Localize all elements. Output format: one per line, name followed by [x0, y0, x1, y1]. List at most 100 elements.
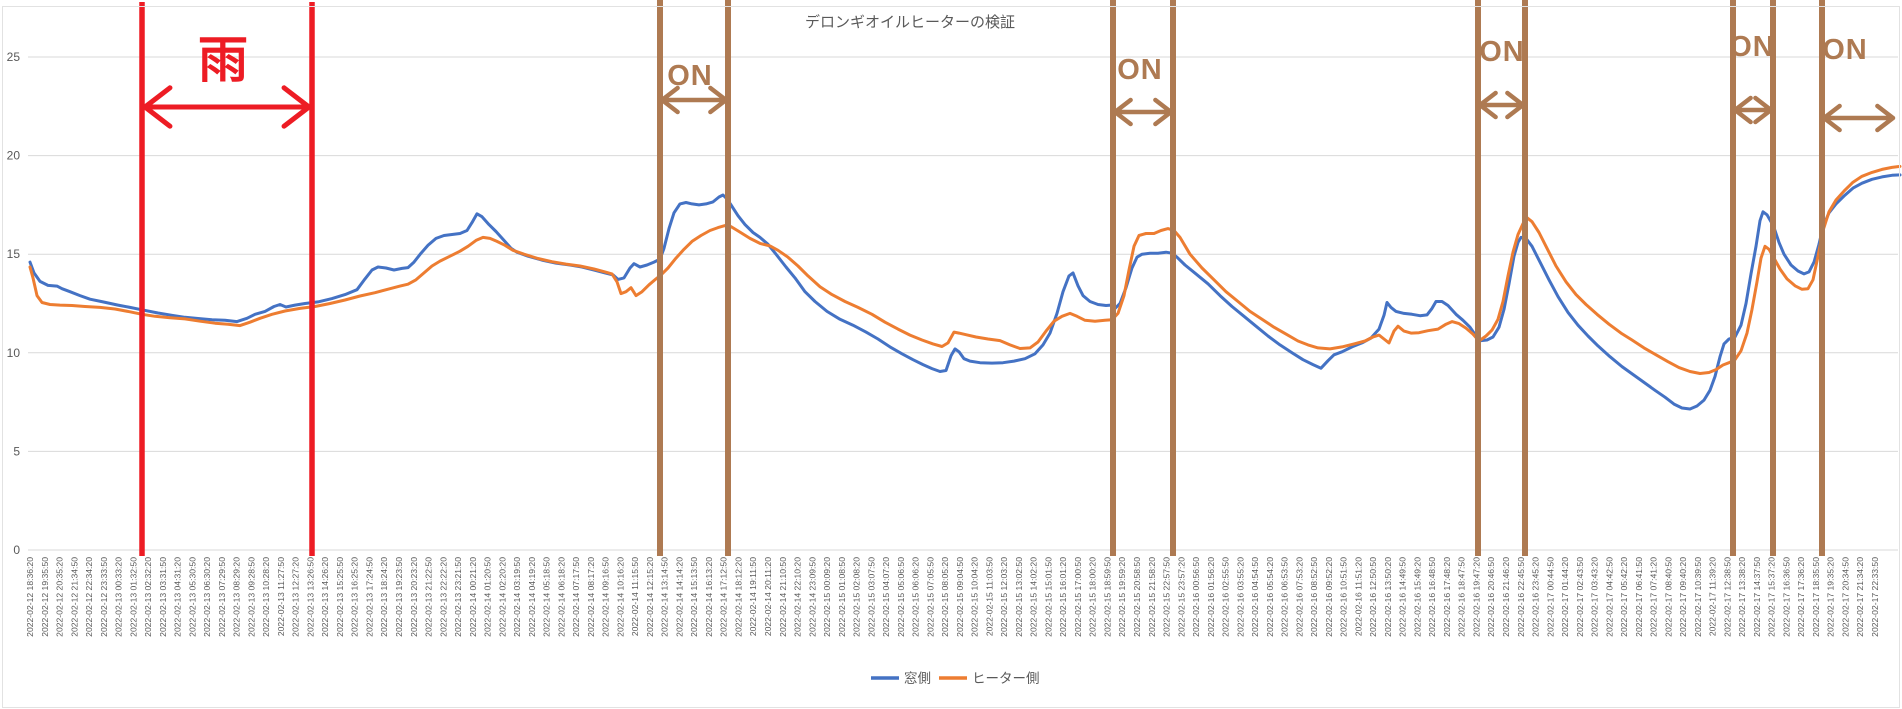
on-annotation: ON: [1729, 0, 1776, 556]
on-range-arrow: [1477, 90, 1526, 120]
x-tick-label: 2022-02-13 11:27:50: [276, 557, 286, 636]
x-tick-label: 2022-02-13 12:27:20: [291, 557, 301, 637]
x-tick-label: 2022-02-17 05:42:20: [1619, 557, 1629, 637]
x-tick-label: 2022-02-13 10:28:20: [261, 557, 271, 637]
x-tick-label: 2022-02-16 09:52:20: [1324, 557, 1334, 637]
x-axis-labels: 2022-02-12 18:36:20 2022-02-12 19:35:50 20…: [25, 557, 1880, 637]
rain-annotation: 雨: [139, 2, 315, 556]
x-tick-label: 2022-02-16 14:49:50: [1398, 557, 1408, 637]
x-tick-label: 2022-02-15 22:57:50: [1162, 557, 1172, 637]
x-tick-label: 2022-02-16 00:56:50: [1191, 557, 1201, 637]
x-tick-label: 2022-02-14 16:13:20: [704, 557, 714, 637]
on-label: ON: [667, 60, 713, 92]
x-tick-label: 2022-02-13 01:32:50: [128, 557, 138, 637]
x-tick-label: 2022-02-16 07:53:20: [1294, 557, 1304, 637]
on-annotation: ON: [1110, 0, 1176, 556]
annotations: 雨 ON ON ON ON ON: [139, 0, 1896, 556]
x-tick-label: 2022-02-13 23:21:50: [453, 557, 463, 637]
x-tick-label: 2022-02-17 02:43:50: [1575, 557, 1585, 637]
x-tick-label: 2022-02-17 00:44:50: [1545, 557, 1555, 637]
x-tick-label: 2022-02-13 17:24:50: [365, 557, 375, 637]
x-tick-label: 2022-02-14 10:16:20: [615, 557, 625, 637]
x-tick-label: 2022-02-13 02:32:20: [143, 557, 153, 637]
x-tick-label: 2022-02-17 20:34:50: [1841, 557, 1851, 637]
x-tick-label: 2022-02-17 06:41:50: [1634, 557, 1644, 637]
x-tick-label: 2022-02-14 13:14:50: [660, 557, 670, 637]
x-tick-label: 2022-02-13 03:31:50: [158, 557, 168, 637]
x-tick-label: 2022-02-16 23:45:20: [1531, 557, 1541, 637]
x-tick-label: 2022-02-17 16:36:50: [1781, 557, 1791, 637]
x-tick-label: 2022-02-17 21:34:20: [1855, 557, 1865, 637]
x-tick-label: 2022-02-16 16:48:50: [1427, 557, 1437, 637]
x-tick-label: 2022-02-15 04:07:20: [881, 557, 891, 637]
x-tick-label: 2022-02-16 06:53:50: [1280, 557, 1290, 637]
x-tick-label: 2022-02-14 05:18:50: [542, 557, 552, 637]
x-tick-label: 2022-02-16 21:46:20: [1501, 557, 1511, 637]
y-tick-label: 10: [7, 346, 21, 360]
x-tick-label: 2022-02-14 09:16:50: [601, 557, 611, 637]
legend-label-window: 窓側: [904, 670, 931, 686]
x-tick-label: 2022-02-16 01:56:20: [1206, 557, 1216, 637]
x-tick-label: 2022-02-17 14:37:50: [1752, 557, 1762, 637]
series-lines: [28, 164, 1902, 411]
x-tick-label: 2022-02-13 07:29:50: [217, 557, 227, 637]
x-tick-label: 2022-02-14 04:19:20: [527, 557, 537, 637]
x-tick-label: 2022-02-17 18:35:50: [1811, 557, 1821, 637]
x-tick-label: 2022-02-14 03:19:50: [512, 557, 522, 637]
x-tick-label: 2022-02-13 14:26:20: [320, 557, 330, 637]
y-tick-label: 0: [13, 543, 20, 557]
x-tick-label: 2022-02-15 02:08:20: [852, 557, 862, 637]
x-tick-label: 2022-02-17 19:35:20: [1826, 557, 1836, 637]
x-tick-label: 2022-02-16 19:47:20: [1472, 557, 1482, 637]
x-tick-label: 2022-02-17 09:40:20: [1678, 557, 1688, 637]
x-tick-label: 2022-02-15 01:08:50: [837, 557, 847, 637]
x-tick-label: 2022-02-13 05:30:50: [187, 557, 197, 637]
x-tick-label: 2022-02-16 02:55:50: [1221, 557, 1231, 637]
x-tick-label: 2022-02-16 03:55:20: [1235, 557, 1245, 637]
x-tick-label: 2022-02-15 12:03:20: [999, 557, 1009, 637]
on-range-arrow: [1112, 97, 1174, 127]
on-range-arrow: [1732, 95, 1774, 125]
x-tick-label: 2022-02-15 11:03:50: [984, 557, 994, 636]
x-tick-label: 2022-02-12 22:34:20: [84, 557, 94, 637]
legend-label-heater: ヒーター側: [972, 671, 1040, 686]
gridlines: [28, 56, 1898, 551]
x-tick-label: 2022-02-15 09:04:50: [955, 557, 965, 637]
x-tick-label: 2022-02-13 09:28:50: [246, 557, 256, 637]
y-tick-label: 20: [7, 149, 21, 163]
series-line-heater: [28, 164, 1902, 375]
x-tick-label: 2022-02-13 22:22:20: [438, 557, 448, 637]
on-label: ON: [1479, 36, 1525, 68]
x-tick-label: 2022-02-15 14:02:20: [1029, 557, 1039, 637]
x-tick-label: 2022-02-15 19:59:20: [1117, 557, 1127, 637]
on-label: ON: [1822, 34, 1868, 66]
x-tick-label: 2022-02-17 04:42:50: [1604, 557, 1614, 637]
x-tick-label: 2022-02-16 04:54:50: [1250, 557, 1260, 637]
x-tick-label: 2022-02-14 19:11:50: [748, 557, 758, 636]
rain-range-arrow: [142, 85, 312, 129]
x-tick-label: 2022-02-15 10:04:20: [970, 557, 980, 637]
on-range-arrow: [659, 85, 729, 115]
x-tick-label: 2022-02-16 17:48:20: [1442, 557, 1452, 637]
x-tick-label: 2022-02-13 06:30:20: [202, 557, 212, 637]
y-tick-label: 15: [7, 247, 21, 261]
x-tick-label: 2022-02-15 20:58:50: [1132, 557, 1142, 637]
on-label: ON: [1117, 54, 1163, 86]
x-tick-label: 2022-02-14 23:09:50: [807, 557, 817, 637]
x-tick-label: 2022-02-15 21:58:20: [1147, 557, 1157, 637]
x-tick-label: 2022-02-15 17:00:50: [1073, 557, 1083, 637]
x-tick-label: 2022-02-17 08:40:50: [1663, 557, 1673, 637]
x-tick-label: 2022-02-12 20:35:20: [55, 557, 65, 637]
x-tick-label: 2022-02-15 03:07:50: [866, 557, 876, 637]
x-tick-label: 2022-02-15 08:05:20: [940, 557, 950, 637]
x-tick-label: 2022-02-16 13:50:20: [1383, 557, 1393, 637]
x-tick-label: 2022-02-17 10:39:50: [1693, 557, 1703, 637]
x-tick-label: 2022-02-15 23:57:20: [1176, 557, 1186, 637]
x-tick-label: 2022-02-16 05:54:20: [1265, 557, 1275, 637]
x-tick-label: 2022-02-13 16:25:20: [350, 557, 360, 637]
x-tick-label: 2022-02-14 15:13:50: [689, 557, 699, 637]
x-tick-label: 2022-02-13 08:29:20: [232, 557, 242, 637]
x-tick-label: 2022-02-14 18:12:20: [734, 557, 744, 637]
x-tick-label: 2022-02-13 13:26:50: [305, 557, 315, 637]
